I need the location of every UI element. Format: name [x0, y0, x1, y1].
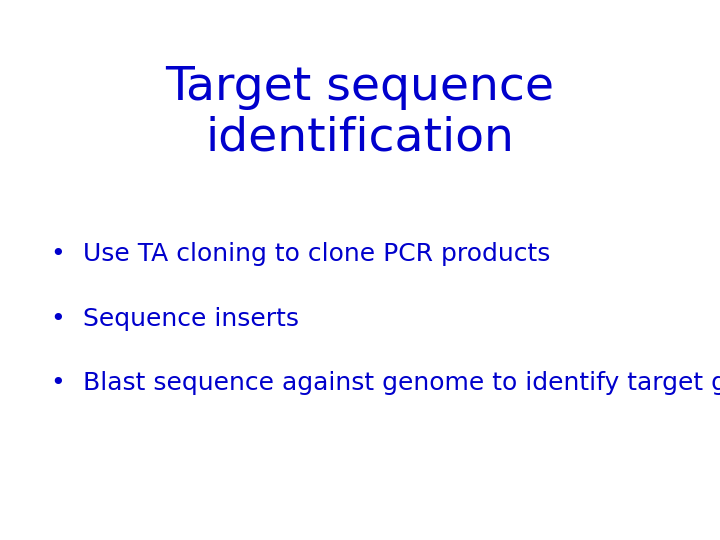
Text: •: • — [50, 242, 65, 266]
Text: Sequence inserts: Sequence inserts — [83, 307, 299, 330]
Text: •: • — [50, 372, 65, 395]
Text: Blast sequence against genome to identify target gene: Blast sequence against genome to identif… — [83, 372, 720, 395]
Text: Target sequence
identification: Target sequence identification — [166, 65, 554, 160]
Text: Use TA cloning to clone PCR products: Use TA cloning to clone PCR products — [83, 242, 550, 266]
Text: •: • — [50, 307, 65, 330]
